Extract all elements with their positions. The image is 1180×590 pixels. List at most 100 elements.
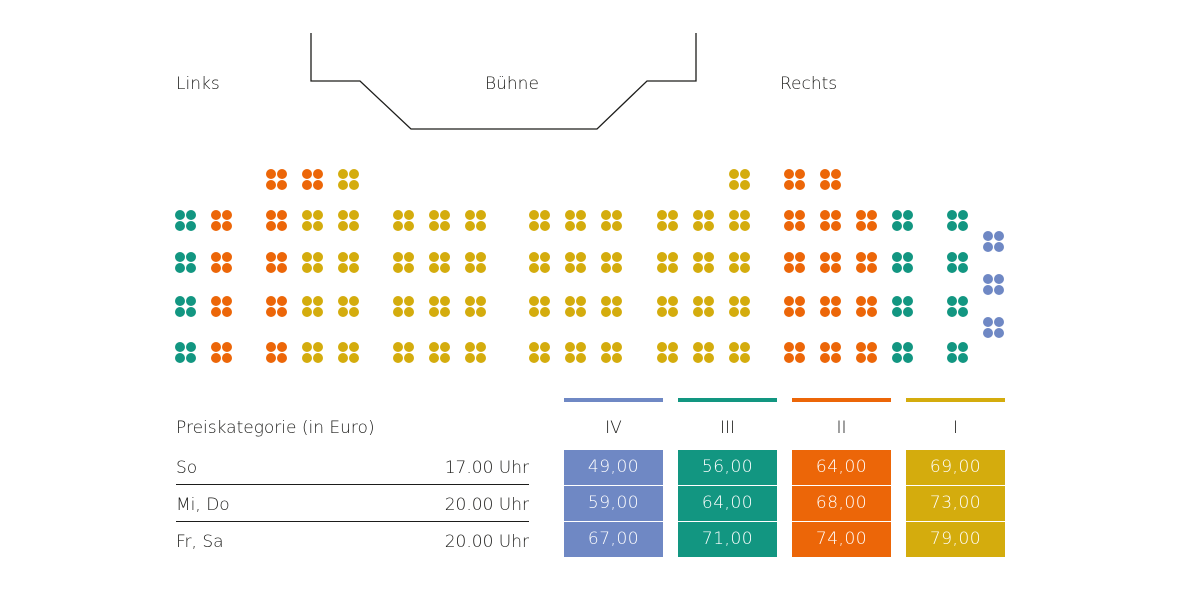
- seat-icon: [393, 210, 415, 232]
- row-divider: [176, 484, 529, 485]
- seat-icon: [565, 252, 587, 274]
- seat-icon: [820, 252, 842, 274]
- seat-icon: [820, 342, 842, 364]
- seat-icon: [784, 210, 806, 232]
- seat-icon: [856, 252, 878, 274]
- category-header-iii: III: [719, 418, 736, 438]
- price-cell: 71,00: [678, 522, 777, 557]
- seat-icon: [465, 210, 487, 232]
- seat-icon: [211, 210, 233, 232]
- price-cell: 49,00: [564, 450, 663, 485]
- seat-icon: [784, 342, 806, 364]
- seat-icon: [302, 210, 324, 232]
- seat-icon: [601, 296, 623, 318]
- seat-icon: [729, 252, 751, 274]
- price-cell: 67,00: [564, 522, 663, 557]
- price-cell: 64,00: [792, 450, 891, 485]
- seat-icon: [338, 342, 360, 364]
- seat-icon: [302, 169, 324, 191]
- seat-icon: [338, 169, 360, 191]
- row-day: So: [176, 458, 198, 478]
- seat-icon: [657, 210, 679, 232]
- seat-icon: [302, 252, 324, 274]
- seat-icon: [338, 252, 360, 274]
- seat-icon: [820, 296, 842, 318]
- right-side-label: Rechts: [780, 74, 838, 94]
- seat-icon: [302, 296, 324, 318]
- row-time: 20.00 Uhr: [444, 495, 529, 515]
- seat-icon: [465, 252, 487, 274]
- category-bar-iv: [564, 398, 663, 402]
- seat-icon: [693, 252, 715, 274]
- seat-icon: [892, 342, 914, 364]
- seat-icon: [947, 252, 969, 274]
- seat-icon: [211, 296, 233, 318]
- seat-icon: [693, 210, 715, 232]
- seat-icon: [820, 169, 842, 191]
- seat-icon: [266, 252, 288, 274]
- legend-title: Preiskategorie (in Euro): [176, 418, 375, 438]
- seat-icon: [729, 210, 751, 232]
- seat-icon: [657, 342, 679, 364]
- price-cell: 79,00: [906, 522, 1005, 557]
- seat-icon: [892, 252, 914, 274]
- seat-icon: [338, 296, 360, 318]
- seat-icon: [465, 342, 487, 364]
- seat-icon: [266, 342, 288, 364]
- seat-icon: [601, 342, 623, 364]
- seat-icon: [429, 342, 451, 364]
- seat-icon: [657, 296, 679, 318]
- price-cell: 64,00: [678, 486, 777, 521]
- seat-icon: [784, 252, 806, 274]
- seat-icon: [175, 252, 197, 274]
- seat-icon: [529, 210, 551, 232]
- seat-icon: [856, 210, 878, 232]
- seat-icon: [784, 296, 806, 318]
- seat-icon: [729, 296, 751, 318]
- seat-icon: [856, 296, 878, 318]
- seat-icon: [465, 296, 487, 318]
- seat-icon: [657, 252, 679, 274]
- price-cell: 74,00: [792, 522, 891, 557]
- price-cell: 73,00: [906, 486, 1005, 521]
- stage-label: Bühne: [485, 74, 539, 94]
- seat-icon: [529, 296, 551, 318]
- seat-icon: [175, 210, 197, 232]
- row-time: 17.00 Uhr: [444, 458, 529, 478]
- seat-icon: [429, 252, 451, 274]
- seat-icon: [393, 342, 415, 364]
- category-bar-iii: [678, 398, 777, 402]
- seat-icon: [892, 210, 914, 232]
- seat-icon: [856, 342, 878, 364]
- seat-icon: [820, 210, 842, 232]
- row-time: 20.00 Uhr: [444, 532, 529, 552]
- seat-icon: [211, 342, 233, 364]
- seat-icon: [784, 169, 806, 191]
- seat-icon: [983, 317, 1005, 339]
- category-bar-i: [906, 398, 1005, 402]
- seat-icon: [211, 252, 233, 274]
- seat-icon: [565, 296, 587, 318]
- category-header-i: I: [952, 418, 958, 438]
- row-day: Mi, Do: [176, 495, 230, 515]
- seat-icon: [266, 169, 288, 191]
- seat-icon: [429, 296, 451, 318]
- seat-icon: [947, 210, 969, 232]
- seat-icon: [947, 342, 969, 364]
- price-cell: 68,00: [792, 486, 891, 521]
- seat-icon: [601, 252, 623, 274]
- seat-icon: [947, 296, 969, 318]
- seat-icon: [601, 210, 623, 232]
- seat-icon: [565, 210, 587, 232]
- category-header-iv: IV: [605, 418, 622, 438]
- seat-icon: [729, 169, 751, 191]
- seat-icon: [529, 252, 551, 274]
- seat-icon: [266, 296, 288, 318]
- row-day: Fr, Sa: [176, 532, 224, 552]
- seat-icon: [983, 231, 1005, 253]
- price-cell: 59,00: [564, 486, 663, 521]
- seat-icon: [266, 210, 288, 232]
- seat-icon: [693, 296, 715, 318]
- left-side-label: Links: [176, 74, 220, 94]
- price-cell: 69,00: [906, 450, 1005, 485]
